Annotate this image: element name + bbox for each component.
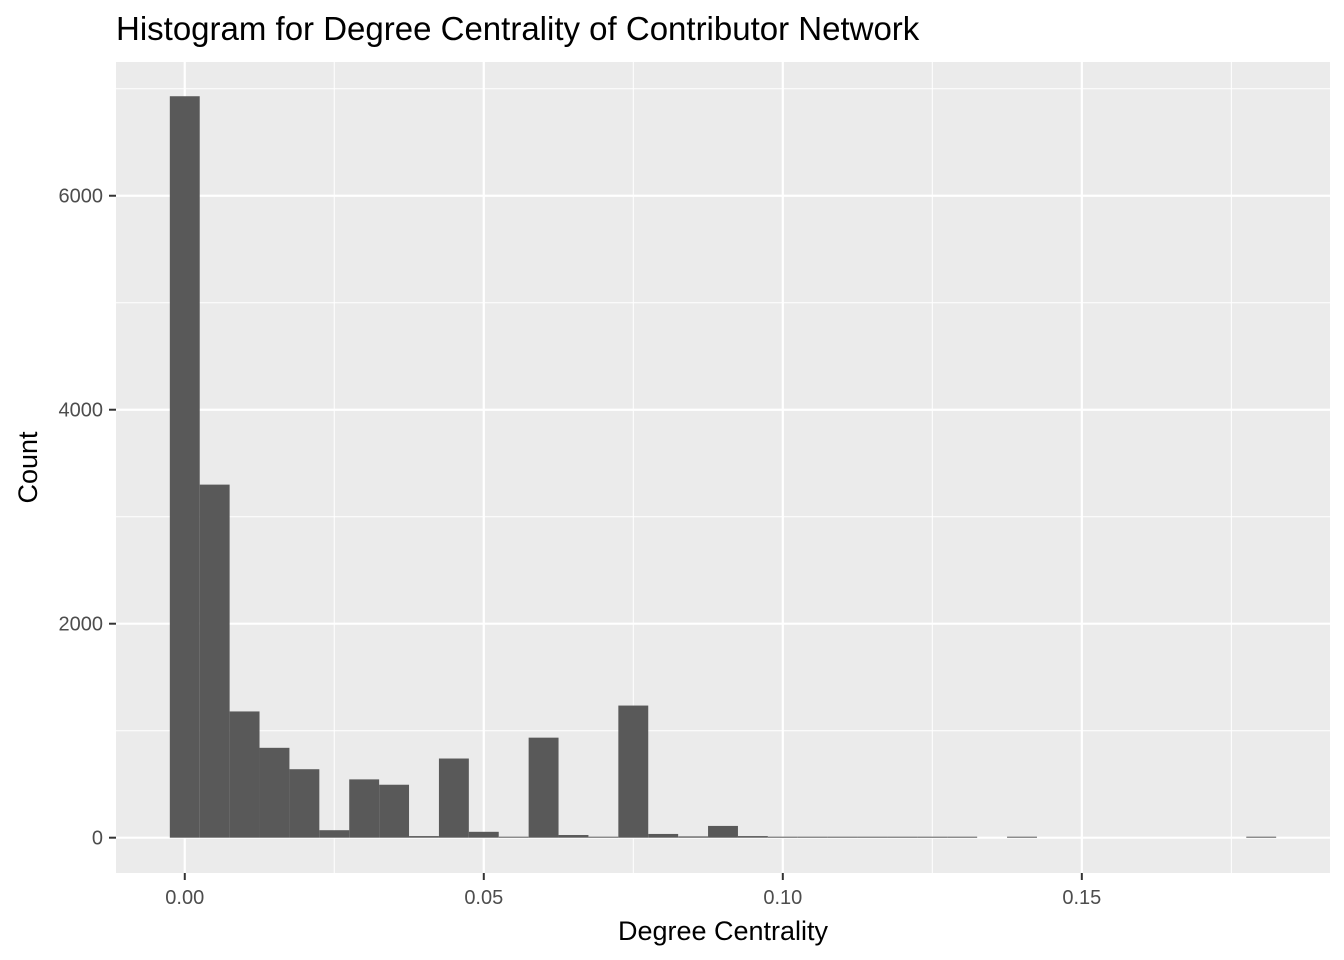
histogram-bar xyxy=(169,96,200,838)
minor-gridlines xyxy=(116,62,1330,873)
histogram-bar xyxy=(618,705,649,838)
histogram-bar xyxy=(528,737,559,838)
histogram-bar xyxy=(588,836,619,838)
y-axis: 0 2000 4000 6000 xyxy=(59,186,116,850)
histogram-bar xyxy=(857,836,888,838)
histogram-bar xyxy=(947,836,978,838)
histogram-bar xyxy=(558,835,589,838)
histogram-bar xyxy=(1007,836,1037,838)
histogram-bar xyxy=(1246,836,1277,838)
x-axis: 0.00 0.05 0.10 0.15 xyxy=(165,873,1101,909)
histogram-bar xyxy=(737,836,768,838)
histogram-bar xyxy=(468,831,499,838)
histogram-bar xyxy=(438,758,469,838)
histogram-bar xyxy=(319,830,350,838)
histogram-bar xyxy=(199,484,230,838)
histogram-bar xyxy=(917,836,948,838)
histogram-bar xyxy=(797,836,828,838)
y-tick-label: 0 xyxy=(92,828,103,850)
x-tick-label: 0.10 xyxy=(763,887,802,909)
histogram-bar xyxy=(767,836,798,838)
x-tick-label: 0.00 xyxy=(165,887,204,909)
x-tick-label: 0.05 xyxy=(464,887,503,909)
histogram-bar xyxy=(409,836,439,838)
histogram-bars xyxy=(169,96,1277,838)
histogram-bar xyxy=(708,825,738,838)
y-tick-label: 6000 xyxy=(59,186,104,208)
y-tick-label: 4000 xyxy=(59,400,104,422)
histogram-bar xyxy=(678,836,709,838)
x-axis-title: Degree Centrality xyxy=(618,916,829,946)
histogram-bar xyxy=(229,711,260,838)
histogram-bar xyxy=(349,779,380,838)
histogram-bar xyxy=(648,833,679,838)
chart-title: Histogram for Degree Centrality of Contr… xyxy=(116,10,920,47)
y-axis-title: Count xyxy=(13,431,43,504)
histogram-bar xyxy=(259,747,290,838)
histogram-bar xyxy=(887,836,918,838)
x-tick-label: 0.15 xyxy=(1062,887,1101,909)
histogram-bar xyxy=(827,836,858,838)
histogram-bar xyxy=(379,784,410,838)
histogram-bar xyxy=(289,769,320,838)
y-tick-label: 2000 xyxy=(59,614,104,636)
plot-panel xyxy=(116,62,1330,873)
histogram-bar xyxy=(498,836,529,838)
